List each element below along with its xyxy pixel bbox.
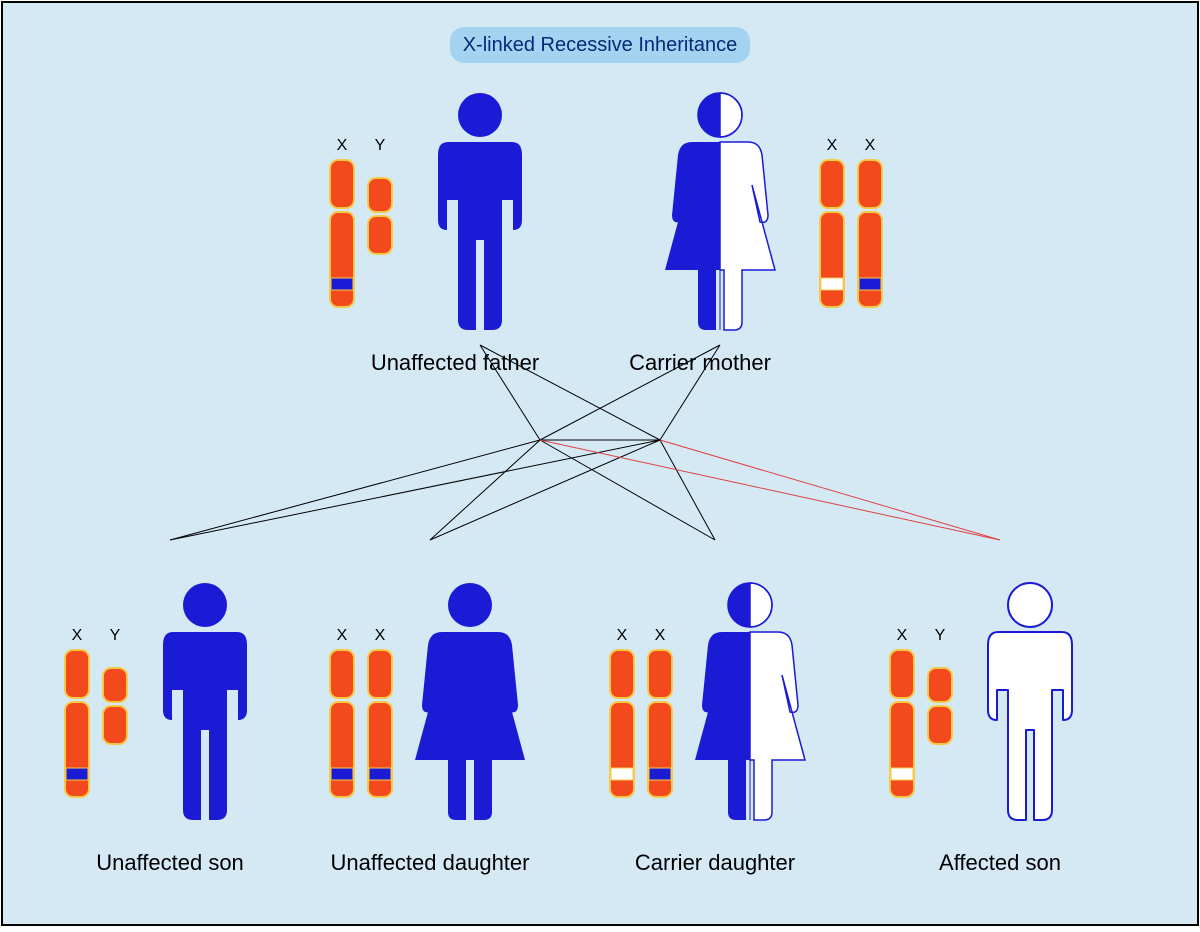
child-son2-label: Affected son [939,850,1061,875]
parent-mother-label: Carrier mother [629,350,771,375]
chrom-label: Y [935,627,946,644]
chrom-label: X [72,627,83,644]
child-dau2-label: Carrier daughter [635,850,795,875]
chrom-label: X [617,627,628,644]
chrom-label: X [375,627,386,644]
chrom-label: X [897,627,908,644]
chrom-label: X [337,627,348,644]
chrom-label: Y [110,627,121,644]
chrom-label: Y [375,137,386,154]
parent-father-label: Unaffected father [371,350,539,375]
chrom-label: X [337,137,348,154]
title-text: X-linked Recessive Inheritance [463,34,738,56]
chrom-label: X [655,627,666,644]
diagram-canvas: X-linked Recessive Inheritance X Y Unaffect… [0,0,1200,927]
child-dau1-label: Unaffected daughter [331,850,530,875]
child-son1-label: Unaffected son [96,850,244,875]
chrom-label: X [865,137,876,154]
chrom-label: X [827,137,838,154]
